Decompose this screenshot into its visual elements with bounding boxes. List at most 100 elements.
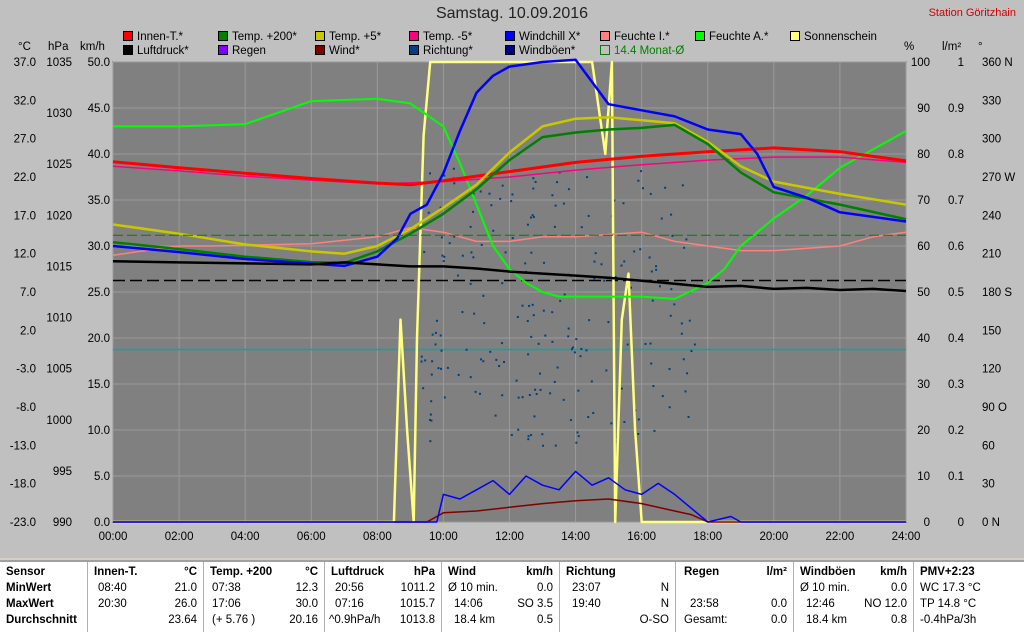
direction-point bbox=[510, 433, 513, 436]
legend-label: Temp. +5* bbox=[329, 31, 382, 43]
tick-direction: 330 bbox=[982, 95, 1001, 107]
tick-rain: 0.3 bbox=[948, 379, 964, 391]
stats-time: Gesamt: bbox=[684, 614, 728, 626]
tick-wind: 45.0 bbox=[88, 103, 110, 115]
chart-area: 37.0 32.0 27.0 22.0 17.0 12.0 7.0 2.0 -3.0 -8.0 -1… bbox=[0, 0, 1024, 558]
direction-point bbox=[533, 415, 536, 418]
direction-point bbox=[430, 419, 433, 422]
direction-point bbox=[483, 322, 486, 325]
direction-point bbox=[531, 214, 534, 217]
direction-point bbox=[684, 390, 687, 393]
direction-point bbox=[489, 350, 492, 353]
direction-point bbox=[551, 340, 554, 343]
stats-col-richtung: Richtung 23:07 19:40 N N O-SO bbox=[560, 562, 676, 632]
legend-swatch bbox=[315, 31, 325, 41]
unit-direction: ° bbox=[978, 41, 983, 53]
series-line-wind bbox=[113, 498, 906, 523]
unit-wind: km/h bbox=[80, 41, 105, 53]
direction-point bbox=[501, 184, 504, 187]
stats-time: 14:06 bbox=[454, 598, 483, 610]
legend-item: Feuchte I.* bbox=[600, 31, 670, 43]
direction-point bbox=[482, 294, 485, 297]
direction-point bbox=[457, 373, 460, 376]
stats-time: 23:58 bbox=[690, 598, 719, 610]
legend-label: Temp. -5* bbox=[423, 31, 473, 43]
direction-point bbox=[510, 200, 513, 203]
direction-point bbox=[590, 380, 593, 383]
direction-point bbox=[516, 316, 519, 319]
stats-value: 20.16 bbox=[289, 614, 318, 626]
legend-label: Regen bbox=[232, 45, 266, 57]
tick-time: 10:00 bbox=[429, 531, 458, 543]
direction-point bbox=[539, 388, 542, 391]
direction-point bbox=[526, 320, 529, 323]
stats-value: N bbox=[660, 582, 669, 594]
stats-col-regen: Regen l/m² 23:58 Gesamt: 0.0 0.0 bbox=[676, 562, 794, 632]
direction-point bbox=[461, 311, 464, 314]
stats-unit-luftdruck: hPa bbox=[413, 566, 435, 578]
unit-humidity: % bbox=[904, 41, 915, 53]
direction-point bbox=[430, 373, 433, 376]
tick-temp: 2.0 bbox=[20, 325, 36, 337]
legend-item: Innen-T.* bbox=[123, 31, 183, 43]
tick-wind: 50.0 bbox=[88, 57, 110, 69]
direction-point bbox=[528, 394, 531, 397]
direction-point bbox=[515, 379, 518, 382]
tick-humidity: 90 bbox=[917, 103, 930, 115]
series-line-innen-t bbox=[112, 146, 907, 187]
direction-point bbox=[530, 434, 533, 437]
tick-time: 00:00 bbox=[99, 531, 128, 543]
direction-point bbox=[511, 237, 514, 240]
direction-point bbox=[501, 394, 504, 397]
direction-point bbox=[537, 342, 540, 345]
direction-point bbox=[580, 347, 583, 350]
tick-humidity: 10 bbox=[917, 471, 930, 483]
legend-swatch bbox=[218, 31, 228, 41]
direction-point bbox=[653, 429, 656, 432]
direction-point bbox=[532, 177, 535, 180]
direction-point bbox=[551, 311, 554, 314]
unit-temp: °C bbox=[18, 41, 31, 53]
tick-time: 16:00 bbox=[627, 531, 656, 543]
stats-unit-innen: °C bbox=[184, 566, 197, 578]
direction-point bbox=[593, 260, 596, 263]
direction-point bbox=[423, 250, 426, 253]
direction-point bbox=[620, 264, 623, 267]
direction-point bbox=[429, 172, 432, 175]
stats-head-richtung: Richtung bbox=[566, 566, 616, 578]
direction-point bbox=[600, 263, 603, 266]
tick-pressure: 1010 bbox=[46, 313, 72, 325]
tick-time: 24:00 bbox=[892, 531, 921, 543]
direction-point bbox=[480, 358, 483, 361]
legend-item: Sonnenschein bbox=[790, 31, 877, 43]
legend-label: 14.4 Monat-Ø bbox=[614, 45, 685, 57]
direction-point bbox=[504, 251, 507, 254]
direction-point bbox=[559, 299, 562, 302]
direction-point bbox=[553, 225, 556, 228]
tick-temp: 17.0 bbox=[14, 210, 36, 222]
direction-point bbox=[585, 349, 588, 352]
direction-point bbox=[685, 238, 688, 241]
stats-unit-temp200: °C bbox=[305, 566, 318, 578]
direction-point bbox=[448, 242, 451, 245]
direction-point bbox=[429, 440, 432, 443]
direction-point bbox=[480, 243, 483, 246]
direction-point bbox=[443, 396, 446, 399]
legend-item: 14.4 Monat-Ø bbox=[600, 45, 684, 57]
stats-row-max: MaxWert bbox=[6, 598, 54, 610]
tick-time: 06:00 bbox=[297, 531, 326, 543]
tick-direction: 120 bbox=[982, 364, 1001, 376]
tick-time: 12:00 bbox=[495, 531, 524, 543]
direction-point bbox=[472, 192, 475, 195]
tick-time: 02:00 bbox=[165, 531, 194, 543]
stats-head-luftdruck: Luftdruck bbox=[331, 566, 385, 578]
direction-point bbox=[576, 431, 579, 434]
tick-humidity: 50 bbox=[917, 287, 930, 299]
direction-point bbox=[603, 279, 606, 282]
tick-time: 22:00 bbox=[826, 531, 855, 543]
direction-point bbox=[655, 268, 658, 271]
direction-point bbox=[530, 251, 533, 254]
direction-point bbox=[431, 360, 434, 363]
direction-point bbox=[556, 181, 559, 184]
direction-point bbox=[651, 299, 654, 302]
